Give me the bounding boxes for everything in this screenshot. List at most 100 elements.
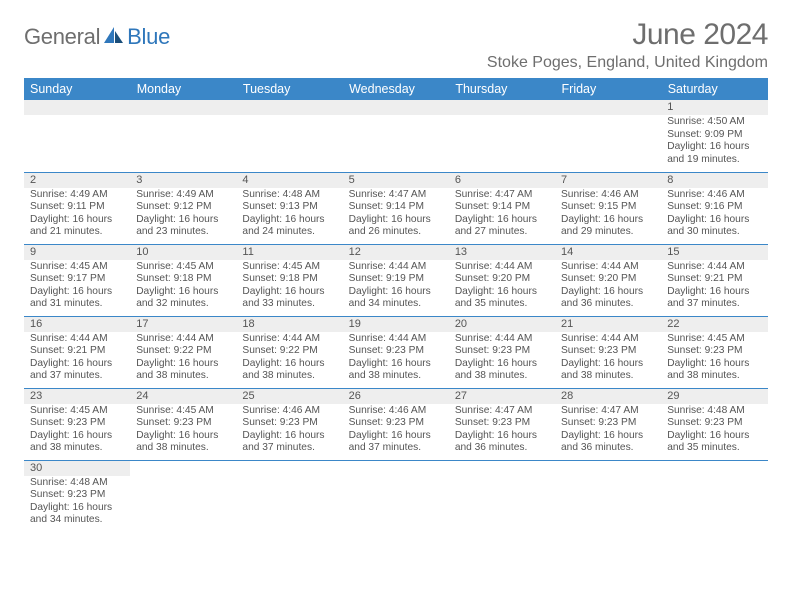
calendar-day-cell: 4Sunrise: 4:48 AMSunset: 9:13 PMDaylight… <box>236 172 342 244</box>
day-details: Sunrise: 4:44 AMSunset: 9:23 PMDaylight:… <box>555 332 661 385</box>
calendar-day-cell <box>661 460 767 529</box>
day-number: 29 <box>661 389 767 404</box>
calendar-day-cell <box>449 460 555 529</box>
day-details: Sunrise: 4:44 AMSunset: 9:22 PMDaylight:… <box>236 332 342 385</box>
day-sunrise-line: Sunrise: 4:47 AM <box>455 405 549 418</box>
calendar-day-cell: 27Sunrise: 4:47 AMSunset: 9:23 PMDayligh… <box>449 388 555 460</box>
calendar-day-cell: 5Sunrise: 4:47 AMSunset: 9:14 PMDaylight… <box>343 172 449 244</box>
day-sunset-line: Sunset: 9:23 PM <box>667 417 761 430</box>
calendar-weekday-header: Sunday Monday Tuesday Wednesday Thursday… <box>24 78 768 100</box>
day-sunset-line: Sunset: 9:20 PM <box>561 273 655 286</box>
calendar-day-cell: 22Sunrise: 4:45 AMSunset: 9:23 PMDayligh… <box>661 316 767 388</box>
day-daylight1-line: Daylight: 16 hours <box>667 358 761 371</box>
calendar-day-cell <box>236 460 342 529</box>
day-sunset-line: Sunset: 9:14 PM <box>455 201 549 214</box>
day-daylight1-line: Daylight: 16 hours <box>667 430 761 443</box>
day-sunset-line: Sunset: 9:23 PM <box>242 417 336 430</box>
day-sunset-line: Sunset: 9:22 PM <box>136 345 230 358</box>
day-sunrise-line: Sunrise: 4:44 AM <box>349 333 443 346</box>
day-details: Sunrise: 4:44 AMSunset: 9:20 PMDaylight:… <box>449 260 555 313</box>
calendar-day-cell: 21Sunrise: 4:44 AMSunset: 9:23 PMDayligh… <box>555 316 661 388</box>
day-sunrise-line: Sunrise: 4:44 AM <box>455 333 549 346</box>
calendar-day-cell: 11Sunrise: 4:45 AMSunset: 9:18 PMDayligh… <box>236 244 342 316</box>
day-sunset-line: Sunset: 9:23 PM <box>667 345 761 358</box>
weekday-header: Monday <box>130 78 236 100</box>
day-details: Sunrise: 4:44 AMSunset: 9:23 PMDaylight:… <box>343 332 449 385</box>
day-number: 7 <box>555 173 661 188</box>
calendar-day-cell: 2Sunrise: 4:49 AMSunset: 9:11 PMDaylight… <box>24 172 130 244</box>
day-daylight1-line: Daylight: 16 hours <box>242 214 336 227</box>
calendar-day-cell: 7Sunrise: 4:46 AMSunset: 9:15 PMDaylight… <box>555 172 661 244</box>
day-number: 15 <box>661 245 767 260</box>
day-sunrise-line: Sunrise: 4:46 AM <box>667 189 761 202</box>
day-number: 8 <box>661 173 767 188</box>
day-sunrise-line: Sunrise: 4:48 AM <box>30 477 124 490</box>
day-daylight2-line: and 35 minutes. <box>667 442 761 455</box>
day-sunrise-line: Sunrise: 4:44 AM <box>30 333 124 346</box>
day-sunrise-line: Sunrise: 4:45 AM <box>136 405 230 418</box>
day-daylight2-line: and 19 minutes. <box>667 154 761 167</box>
calendar-day-cell: 8Sunrise: 4:46 AMSunset: 9:16 PMDaylight… <box>661 172 767 244</box>
day-sunset-line: Sunset: 9:15 PM <box>561 201 655 214</box>
calendar-day-cell: 14Sunrise: 4:44 AMSunset: 9:20 PMDayligh… <box>555 244 661 316</box>
day-details: Sunrise: 4:48 AMSunset: 9:23 PMDaylight:… <box>24 476 130 529</box>
weekday-header: Thursday <box>449 78 555 100</box>
day-daylight1-line: Daylight: 16 hours <box>561 358 655 371</box>
logo-text-general: General <box>24 24 100 50</box>
day-sunset-line: Sunset: 9:19 PM <box>349 273 443 286</box>
day-daylight1-line: Daylight: 16 hours <box>455 214 549 227</box>
day-details: Sunrise: 4:46 AMSunset: 9:16 PMDaylight:… <box>661 188 767 241</box>
calendar-day-cell <box>130 100 236 172</box>
title-block: June 2024 Stoke Poges, England, United K… <box>487 18 768 72</box>
day-sunset-line: Sunset: 9:14 PM <box>349 201 443 214</box>
day-sunset-line: Sunset: 9:23 PM <box>455 345 549 358</box>
day-daylight1-line: Daylight: 16 hours <box>561 430 655 443</box>
day-daylight1-line: Daylight: 16 hours <box>349 358 443 371</box>
weekday-header: Sunday <box>24 78 130 100</box>
day-number: 11 <box>236 245 342 260</box>
day-daylight1-line: Daylight: 16 hours <box>136 430 230 443</box>
day-sunrise-line: Sunrise: 4:47 AM <box>349 189 443 202</box>
day-number: 4 <box>236 173 342 188</box>
day-sunrise-line: Sunrise: 4:48 AM <box>242 189 336 202</box>
day-details: Sunrise: 4:45 AMSunset: 9:17 PMDaylight:… <box>24 260 130 313</box>
day-daylight1-line: Daylight: 16 hours <box>242 286 336 299</box>
day-details: Sunrise: 4:49 AMSunset: 9:11 PMDaylight:… <box>24 188 130 241</box>
calendar-day-cell <box>555 100 661 172</box>
day-number: 30 <box>24 461 130 476</box>
day-details: Sunrise: 4:44 AMSunset: 9:23 PMDaylight:… <box>449 332 555 385</box>
day-sunset-line: Sunset: 9:22 PM <box>242 345 336 358</box>
calendar-day-cell: 17Sunrise: 4:44 AMSunset: 9:22 PMDayligh… <box>130 316 236 388</box>
day-sunset-line: Sunset: 9:12 PM <box>136 201 230 214</box>
day-daylight1-line: Daylight: 16 hours <box>136 358 230 371</box>
day-daylight1-line: Daylight: 16 hours <box>242 358 336 371</box>
day-sunset-line: Sunset: 9:23 PM <box>30 417 124 430</box>
calendar-table: Sunday Monday Tuesday Wednesday Thursday… <box>24 78 768 529</box>
day-daylight2-line: and 32 minutes. <box>136 298 230 311</box>
day-details: Sunrise: 4:47 AMSunset: 9:14 PMDaylight:… <box>449 188 555 241</box>
calendar-day-cell: 3Sunrise: 4:49 AMSunset: 9:12 PMDaylight… <box>130 172 236 244</box>
weekday-header: Tuesday <box>236 78 342 100</box>
day-number: 2 <box>24 173 130 188</box>
logo-sail-icon <box>103 25 125 50</box>
calendar-week-row: 23Sunrise: 4:45 AMSunset: 9:23 PMDayligh… <box>24 388 768 460</box>
day-details: Sunrise: 4:45 AMSunset: 9:23 PMDaylight:… <box>24 404 130 457</box>
calendar-week-row: 9Sunrise: 4:45 AMSunset: 9:17 PMDaylight… <box>24 244 768 316</box>
day-daylight1-line: Daylight: 16 hours <box>30 214 124 227</box>
day-daylight2-line: and 38 minutes. <box>349 370 443 383</box>
day-daylight2-line: and 35 minutes. <box>455 298 549 311</box>
day-daylight1-line: Daylight: 16 hours <box>455 430 549 443</box>
day-daylight2-line: and 38 minutes. <box>242 370 336 383</box>
day-details: Sunrise: 4:44 AMSunset: 9:21 PMDaylight:… <box>661 260 767 313</box>
calendar-day-cell <box>343 460 449 529</box>
day-sunrise-line: Sunrise: 4:47 AM <box>561 405 655 418</box>
calendar-day-cell <box>555 460 661 529</box>
day-details: Sunrise: 4:48 AMSunset: 9:13 PMDaylight:… <box>236 188 342 241</box>
day-sunrise-line: Sunrise: 4:45 AM <box>30 405 124 418</box>
calendar-day-cell: 19Sunrise: 4:44 AMSunset: 9:23 PMDayligh… <box>343 316 449 388</box>
day-details: Sunrise: 4:45 AMSunset: 9:23 PMDaylight:… <box>130 404 236 457</box>
day-number: 21 <box>555 317 661 332</box>
day-number: 27 <box>449 389 555 404</box>
day-daylight2-line: and 36 minutes. <box>561 442 655 455</box>
day-sunset-line: Sunset: 9:16 PM <box>667 201 761 214</box>
